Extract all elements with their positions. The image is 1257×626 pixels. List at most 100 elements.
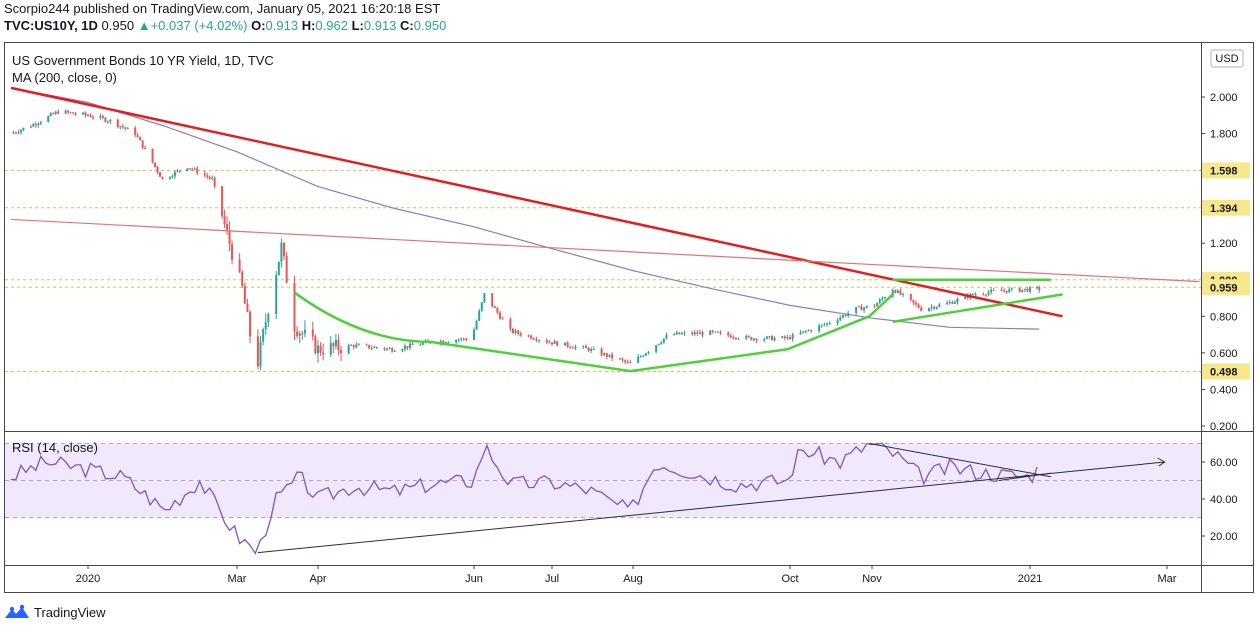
candle-body-140 [509,319,512,329]
candle-body-59 [213,177,216,187]
candle-body-77 [280,242,283,262]
candle-body-253 [917,304,920,308]
candle-body-57 [208,176,211,179]
ohlc-legend: TVC:US10Y, 1D 0.950 ▲+0.037 (+4.02%) O:0… [4,17,446,35]
candle-body-146 [530,335,533,339]
chart-canvas[interactable]: 2.0001.8001.6001.4001.2001.0000.8000.600… [0,0,1257,600]
candle-body-175 [637,356,640,364]
price-tick-label-7: 0.600 [1210,348,1238,360]
candle-body-71 [259,341,262,367]
candle-body-15 [64,110,67,114]
candle-body-24 [91,117,94,119]
open-label: O: [251,18,266,33]
candle-body-184 [665,335,668,339]
candle-body-166 [603,353,606,356]
candle-body-209 [755,338,758,341]
author-name[interactable]: Scorpio244 [4,1,70,16]
candle-body-258 [935,306,938,309]
candle-body-66 [241,271,244,287]
level-badge-label-3: 0.959 [1210,282,1238,294]
candle-body-20 [82,112,85,115]
candle-body-37 [139,136,142,141]
candle-body-270 [982,294,985,296]
candle-body-69 [249,311,252,337]
candle-body-45 [168,177,171,179]
low-value: 0.913 [363,18,397,33]
candle-body-49 [178,170,181,172]
candle-body-127 [460,338,463,340]
rsi-pane [5,442,1201,555]
axes: 2.0001.8001.6001.4001.2001.0000.8000.600… [76,92,1250,585]
candle-body-276 [1003,290,1006,292]
candle-body-41 [154,162,157,167]
candle-body-213 [770,336,773,341]
candle-body-245 [891,290,894,298]
candle-body-26 [101,116,104,118]
candle-body-155 [564,342,567,346]
candle-body-110 [401,349,404,352]
candle-body-16 [67,110,70,113]
candle-body-12 [52,113,55,115]
candle-body-30 [116,119,119,127]
candle-body-260 [946,302,949,305]
close-value: 0.950 [413,18,447,33]
up-arrow-icon: ▲ [137,18,151,33]
footer-brand: TradingView [4,602,106,622]
candle-body-170 [618,358,621,360]
candle-body-152 [551,342,553,345]
rsi-tick-label-1: 40.00 [1210,494,1238,506]
candle-body-149 [538,340,540,342]
candle-body-219 [791,334,794,340]
candles [12,109,1041,371]
price-tick-label-8: 0.400 [1210,384,1238,396]
price-change: +0.037 (+4.02%) [150,18,248,33]
candle-body-183 [662,338,665,343]
candle-body-255 [927,308,930,311]
candle-body-280 [1018,288,1021,292]
candle-body-281 [1021,289,1024,292]
candle-body-203 [734,337,737,339]
candle-body-76 [277,261,280,276]
currency-badge[interactable] [1210,49,1244,68]
candle-body-177 [642,355,645,357]
candle-body-271 [984,294,987,296]
candle-body-89 [322,352,325,355]
candle-body-196 [711,330,714,332]
candle-body-136 [493,306,496,308]
candle-body-171 [621,359,624,361]
candle-body-96 [350,344,353,346]
candle-body-74 [267,314,270,323]
candle-body-238 [863,307,866,311]
candle-body-216 [783,336,786,339]
candle-body-248 [899,290,902,295]
candle-body-167 [605,353,608,357]
candle-body-25 [99,116,102,118]
candle-body-259 [938,304,941,307]
candle-body-52 [191,168,194,170]
candle-body-97 [352,345,355,348]
candle-body-54 [196,168,199,174]
candle-body-200 [727,332,730,336]
candle-body-268 [972,293,975,295]
publish-date: published on TradingView.com, January 05… [73,1,441,16]
ma200-line [10,87,1040,330]
candle-body-22 [87,114,89,116]
candle-body-23 [89,115,92,118]
candle-body-223 [807,330,810,332]
candle-body-102 [370,347,373,349]
candle-body-101 [368,345,371,349]
candle-body-160 [582,346,585,348]
candle-body-199 [719,332,722,334]
candle-body-28 [106,121,109,123]
candle-body-121 [439,340,442,344]
candle-body-237 [860,306,863,311]
candle-body-105 [383,347,386,350]
candle-body-205 [745,336,748,339]
candle-body-106 [386,348,389,350]
candle-body-55 [203,173,206,176]
candle-body-103 [373,347,376,349]
rsi-tick-label-2: 20.00 [1210,531,1238,543]
candle-body-262 [951,302,954,304]
time-tick-label-3: Jun [465,573,483,585]
candle-body-221 [802,331,805,333]
